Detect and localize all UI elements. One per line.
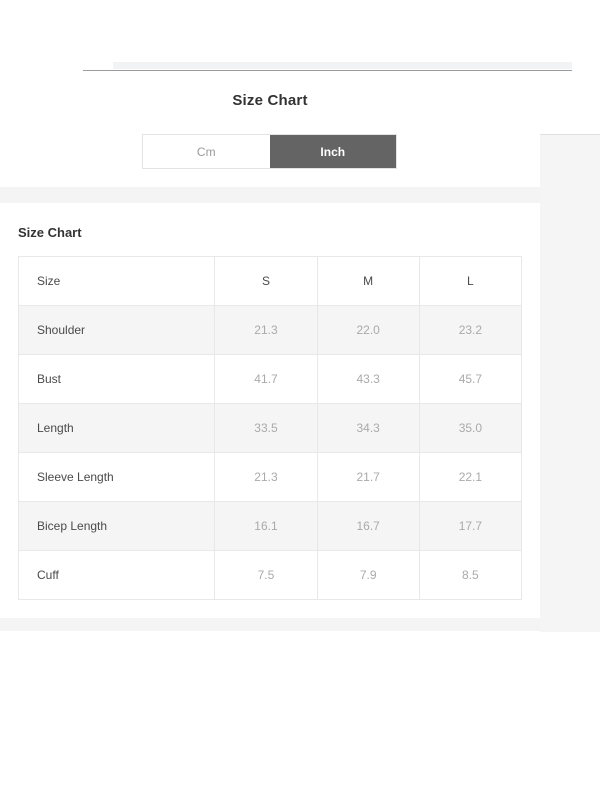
row-value: 45.7 [418, 354, 523, 404]
row-label: Bust [17, 354, 216, 404]
table-row: Bicep Length 16.1 16.7 17.7 [17, 501, 523, 551]
row-value: 7.9 [316, 550, 420, 600]
top-shadow-band [113, 62, 572, 69]
row-label: Cuff [17, 550, 216, 600]
row-value: 21.3 [214, 305, 318, 355]
unit-toggle-inch[interactable]: Inch [269, 135, 396, 168]
section-title: Size Chart [18, 225, 82, 240]
unit-toggle-group[interactable]: Cm Inch [142, 134, 397, 169]
column-header-large: L [418, 256, 523, 306]
panel-separator-band [0, 187, 540, 203]
row-value: 43.3 [316, 354, 420, 404]
row-value: 22.1 [418, 452, 523, 502]
row-value: 8.5 [418, 550, 523, 600]
table-row: Shoulder 21.3 22.0 23.2 [17, 305, 523, 355]
row-value: 33.5 [214, 403, 318, 453]
size-chart-table: Size S M L Shoulder 21.3 22.0 23.2 Bust … [17, 256, 523, 600]
table-row: Cuff 7.5 7.9 8.5 [17, 550, 523, 600]
table-header-row: Size S M L [17, 256, 523, 306]
row-value: 22.0 [316, 305, 420, 355]
column-header-small: S [214, 256, 318, 306]
table-row: Bust 41.7 43.3 45.7 [17, 354, 523, 404]
unit-toggle-cm[interactable]: Cm [143, 135, 270, 168]
row-label: Bicep Length [17, 501, 216, 551]
row-value: 23.2 [418, 305, 523, 355]
column-header-medium: M [316, 256, 420, 306]
row-value: 41.7 [214, 354, 318, 404]
right-margin-rail [540, 134, 600, 632]
column-header-size: Size [17, 256, 216, 306]
row-value: 35.0 [418, 403, 523, 453]
top-divider-rule [83, 70, 572, 71]
row-label: Length [17, 403, 216, 453]
row-value: 21.3 [214, 452, 318, 502]
size-chart-header-panel [0, 71, 540, 187]
row-value: 21.7 [316, 452, 420, 502]
row-label: Sleeve Length [17, 452, 216, 502]
row-label: Shoulder [17, 305, 216, 355]
page-title: Size Chart [232, 92, 308, 109]
bottom-separator-band [0, 618, 540, 631]
table-row: Sleeve Length 21.3 21.7 22.1 [17, 452, 523, 502]
row-value: 17.7 [418, 501, 523, 551]
row-value: 7.5 [214, 550, 318, 600]
table-row: Length 33.5 34.3 35.0 [17, 403, 523, 453]
row-value: 16.1 [214, 501, 318, 551]
row-value: 34.3 [316, 403, 420, 453]
row-value: 16.7 [316, 501, 420, 551]
